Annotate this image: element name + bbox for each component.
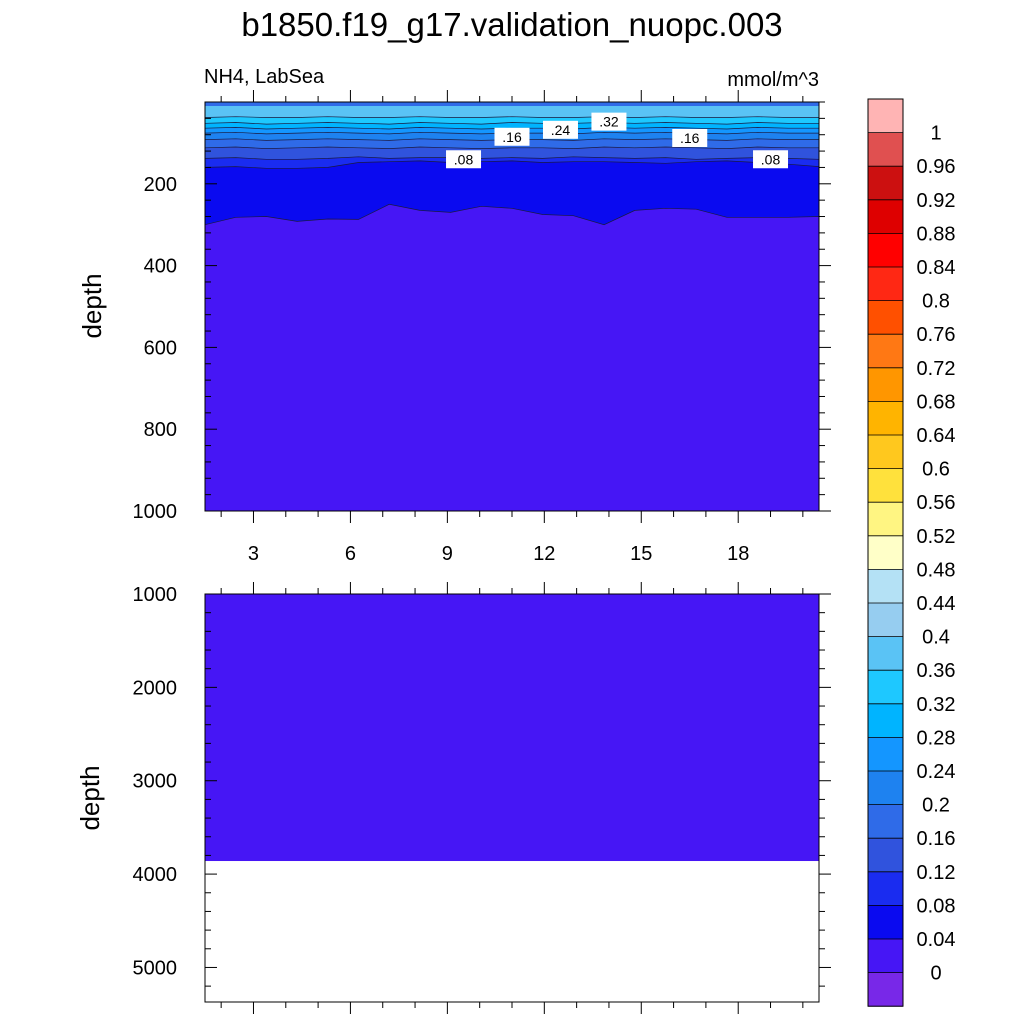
colorbar-level-label: 0.36 — [917, 660, 956, 682]
colorbar-level-label: 0.04 — [917, 929, 956, 951]
colorbar-swatch — [868, 199, 903, 234]
colorbar-swatch — [868, 267, 903, 302]
colorbar-swatch — [868, 166, 903, 201]
colorbar-level-label: 0.28 — [917, 727, 956, 749]
upper-y-tick-label: 800 — [144, 419, 177, 441]
right-subtitle: mmol/m^3 — [727, 69, 819, 91]
colorbar-swatch — [868, 871, 903, 906]
upper-y-tick-label: 1000 — [133, 501, 178, 523]
colorbar-level-label: 0.8 — [922, 291, 950, 313]
upper-y-tick-label: 600 — [144, 337, 177, 359]
contour-label: .16 — [502, 129, 522, 145]
colorbar-swatch — [868, 636, 903, 671]
colorbar-level-label: 1 — [930, 123, 941, 145]
colorbar-swatch — [868, 603, 903, 638]
colorbar-swatch — [868, 99, 903, 134]
lower-depth-section-plot: 1000 2000 3000 4000 5000 — [133, 582, 831, 1014]
lower-y-tick-label: 3000 — [133, 771, 178, 793]
colorbar-swatch — [868, 905, 903, 940]
colorbar-level-label: 0.56 — [917, 492, 956, 514]
contour-label: .32 — [599, 114, 619, 130]
deep-fill-band — [205, 594, 819, 862]
colorbar-swatch — [868, 233, 903, 268]
upper-y-tick-label: 200 — [144, 174, 177, 196]
x-tick-label: 3 — [248, 543, 259, 565]
colorbar-level-label: 0 — [930, 963, 941, 985]
contour-label-box — [446, 150, 482, 169]
figure-title: b1850.f19_g17.validation_nuopc.003 — [241, 6, 782, 43]
x-tick-label: 12 — [533, 543, 555, 565]
lower-y-axis-label: depth — [75, 765, 105, 830]
lower-y-tick-label: 1000 — [133, 584, 178, 606]
left-subtitle: NH4, LabSea — [204, 66, 325, 88]
colorbar-level-label: 0.96 — [917, 156, 956, 178]
upper-y-axis-label: depth — [77, 273, 107, 338]
colorbar-swatch — [868, 703, 903, 738]
colorbar-swatch — [868, 804, 903, 839]
colorbar-swatch — [868, 300, 903, 335]
colorbar-level-label: 0.32 — [917, 694, 956, 716]
colorbar-level-label: 0.72 — [917, 358, 956, 380]
contour-label: .24 — [551, 122, 571, 138]
colorbar-level-label: 0.4 — [922, 627, 950, 649]
colorbar-level-label: 0.84 — [917, 257, 956, 279]
colorbar-level-label: 0.64 — [917, 425, 956, 447]
lower-y-tick-label: 5000 — [133, 957, 178, 979]
colorbar-level-label: 0.48 — [917, 559, 956, 581]
contour-label: .08 — [761, 151, 781, 167]
colorbar-swatch — [868, 838, 903, 873]
colorbar-level-label: 0.88 — [917, 223, 956, 245]
x-tick-label: 6 — [345, 543, 356, 565]
contour-label-box — [672, 128, 708, 147]
contour-label: .16 — [680, 130, 700, 146]
lower-y-tick-label: 4000 — [133, 864, 178, 886]
colorbar-level-label: 0.76 — [917, 324, 956, 346]
contour-label-box — [591, 112, 627, 131]
colorbar-level-label: 0.44 — [917, 593, 956, 615]
colorbar-swatch — [868, 435, 903, 470]
colorbar-level-label: 0.2 — [922, 795, 950, 817]
colorbar-frame — [867, 98, 904, 1007]
colorbar-level-label: 0.6 — [922, 459, 950, 481]
colorbar-swatch — [868, 771, 903, 806]
x-tick-label: 9 — [442, 543, 453, 565]
colorbar-swatch — [868, 468, 903, 503]
upper-y-tick-label: 400 — [144, 256, 177, 278]
colorbar-swatch — [868, 670, 903, 705]
colorbar-level-label: 0.52 — [917, 526, 956, 548]
colorbar-swatch — [868, 569, 903, 604]
colorbar: 1 0.96 0.92 0.88 0.84 0.8 0.76 0.72 0.68 0.64 0.6 0… — [867, 98, 956, 1007]
contour-label: .08 — [454, 151, 474, 167]
colorbar-swatch — [868, 972, 903, 1007]
contour-band-0 — [204, 203, 820, 512]
colorbar-level-label: 0.08 — [917, 895, 956, 917]
colorbar-swatch — [868, 939, 903, 974]
surface-layer — [205, 102, 819, 106]
colorbar-level-label: 0.16 — [917, 828, 956, 850]
upper-depth-section-plot: .32 .24 .16 .16 .08 .08 200 400 600 800 1000 3 6 9 12 1… — [133, 90, 831, 565]
colorbar-level-label: 0.24 — [917, 761, 956, 783]
colorbar-swatch — [868, 535, 903, 570]
colorbar-swatch — [868, 401, 903, 436]
colorbar-level-label: 0.12 — [917, 862, 956, 884]
colorbar-swatch — [868, 502, 903, 537]
x-tick-label: 15 — [630, 543, 652, 565]
contour-label-box — [542, 120, 578, 139]
lower-y-tick-label: 2000 — [133, 677, 178, 699]
colorbar-swatch — [868, 334, 903, 369]
colorbar-swatch — [868, 132, 903, 167]
colorbar-level-label: 0.92 — [917, 190, 956, 212]
contour-label-box — [494, 127, 530, 146]
x-tick-label: 18 — [727, 543, 749, 565]
colorbar-swatch — [868, 737, 903, 772]
colorbar-level-label: 0.68 — [917, 391, 956, 413]
colorbar-swatch — [868, 367, 903, 402]
contour-label-box — [753, 150, 789, 169]
